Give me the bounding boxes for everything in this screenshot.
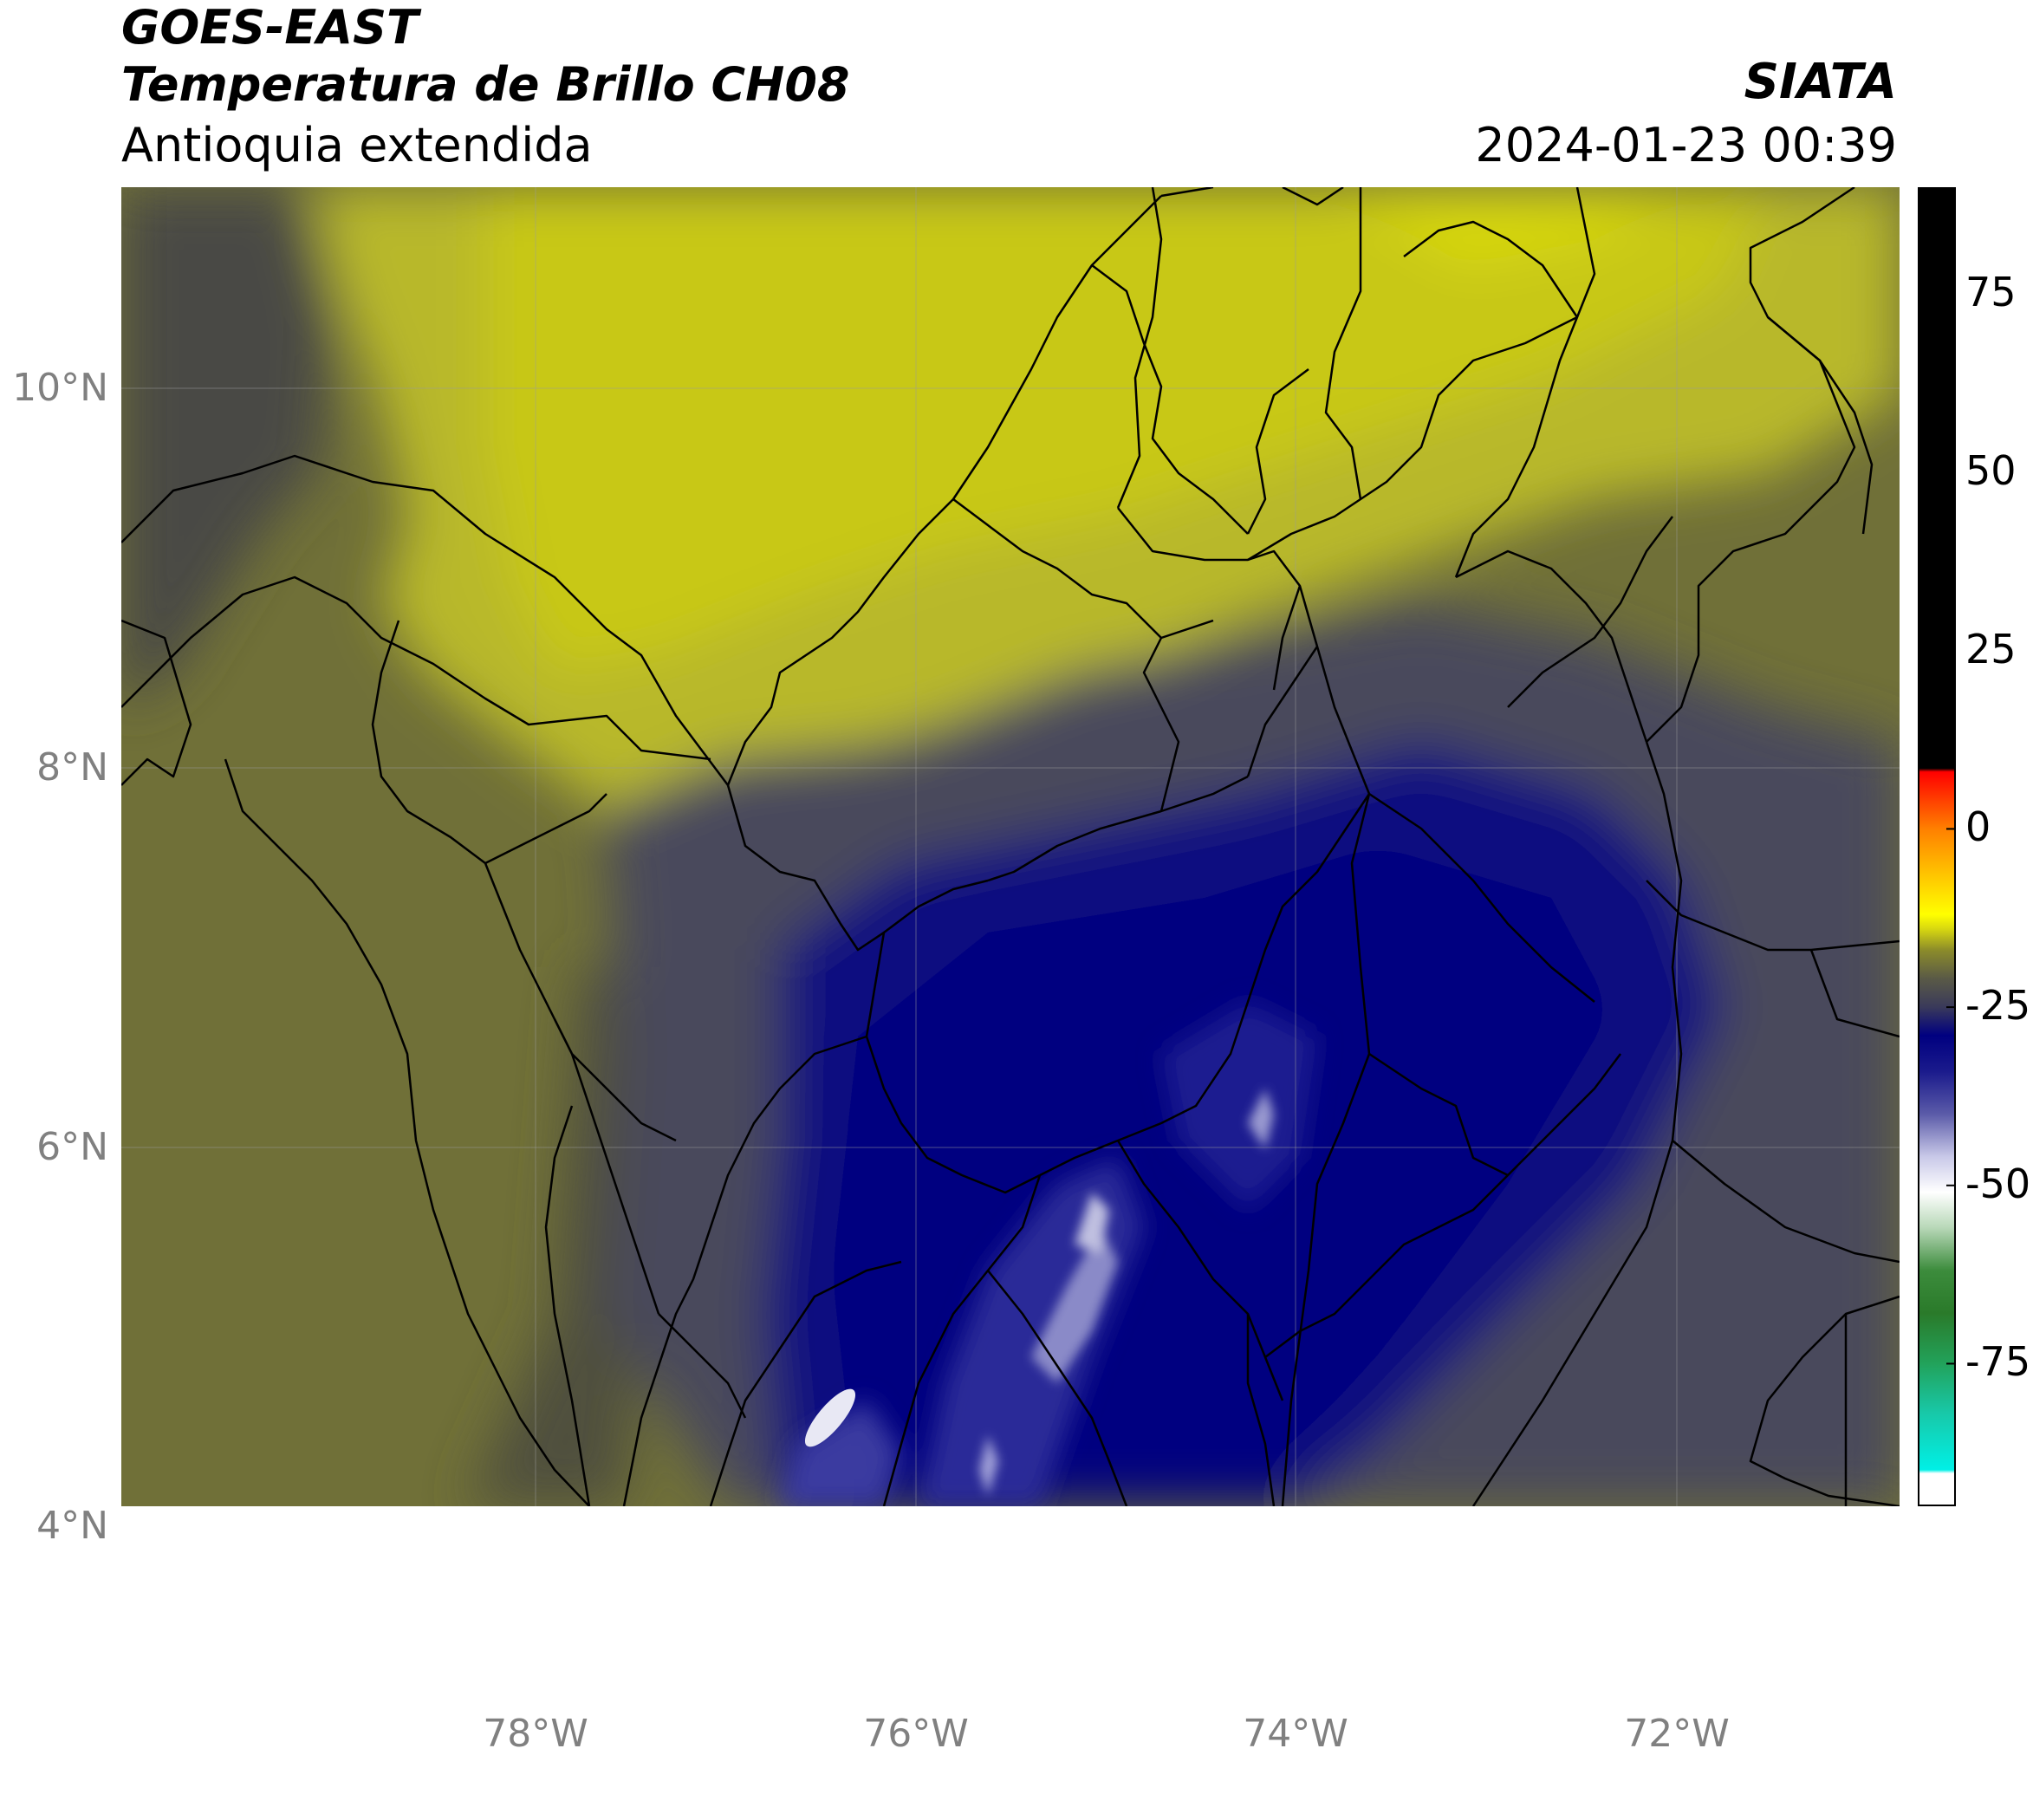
product-title: Temperatura de Brillo CH08 [121, 57, 850, 112]
lon-label-78w: 78°W [483, 1712, 588, 1756]
colorbar-ticks [1946, 293, 1955, 1365]
colorbar-tick-label: 50 [1965, 447, 2017, 495]
datetime-label: 2024-01-23 00:39 [1475, 118, 1897, 172]
colorbar-tick-label: 0 [1965, 803, 1991, 851]
colorbar-tick-label: 75 [1965, 269, 2017, 316]
satellite-title: GOES-EAST [121, 0, 419, 55]
colorbar-tick-label: -25 [1965, 982, 2031, 1030]
lat-label-4n: 4°N [36, 1504, 108, 1548]
lat-label-10n: 10°N [12, 366, 108, 410]
region-subtitle: Antioquia extendida [121, 118, 593, 172]
colorbar-tick-label: 25 [1965, 625, 2017, 673]
lon-label-76w: 76°W [863, 1712, 969, 1756]
colorbar [1918, 187, 1956, 1506]
colorbar-tick-label: -50 [1965, 1160, 2031, 1207]
lat-label-6n: 6°N [36, 1125, 108, 1169]
lat-label-8n: 8°N [36, 745, 108, 790]
temperature-field [121, 187, 1900, 1506]
borders [121, 187, 1900, 1506]
brightness-temperature-map [121, 187, 1900, 1506]
lon-label-74w: 74°W [1243, 1712, 1348, 1756]
lon-label-72w: 72°W [1624, 1712, 1730, 1756]
colorbar-gradient [1918, 187, 1956, 1506]
brand-label: SIATA [1744, 54, 1897, 110]
colorbar-tick-label: -75 [1965, 1338, 2031, 1386]
